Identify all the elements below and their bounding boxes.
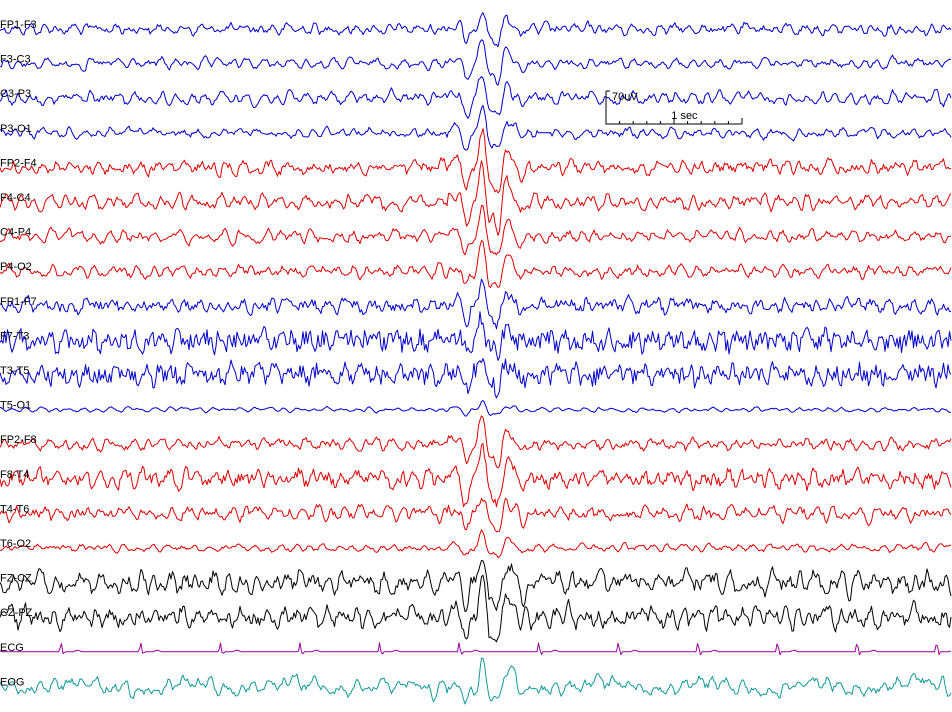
trace-p4-o2 (0, 240, 952, 288)
trace-fp2-f4 (0, 128, 952, 194)
channel-labels: FP1-F3 F3-C3 C3-P3 P3-O1 FP2-F4 F4-C4 C4-P4 P4-… (0, 19, 37, 688)
channel-label-c3-p3: C3-P3 (0, 88, 31, 100)
channel-label-fz-cz: FZ-CZ (0, 573, 32, 585)
channel-label-fp2-f8: FP2-F8 (0, 434, 37, 446)
channel-label-cz-pz: CZ-PZ (0, 607, 33, 619)
channel-label-t6-o2: T6-O2 (0, 538, 31, 550)
channel-label-t3-t5: T3-T5 (0, 365, 29, 377)
trace-c3-p3 (0, 76, 952, 119)
trace-fp1-f7 (0, 278, 952, 330)
trace-fp2-f8 (0, 415, 952, 469)
channel-label-fp1-f7: FP1-F7 (0, 296, 37, 308)
trace-fz-cz (0, 560, 952, 612)
channel-label-t4-t6: T4-T6 (0, 503, 29, 515)
trace-f8-t4 (0, 443, 952, 508)
scale-time-label: 1 sec (671, 110, 698, 122)
trace-p3-o1 (0, 105, 952, 151)
channel-label-fp2-f4: FP2-F4 (0, 157, 37, 169)
trace-f7-t3 (0, 311, 952, 361)
trace-f4-c4 (0, 160, 952, 236)
channel-label-p3-o1: P3-O1 (0, 123, 32, 135)
trace-eog (0, 657, 952, 705)
trace-t6-o2 (0, 529, 952, 558)
trace-t5-o1 (0, 400, 952, 417)
channel-label-eog: EOG (0, 676, 24, 688)
eeg-traces (0, 12, 952, 705)
trace-t3-t5 (0, 358, 952, 399)
channel-label-c4-p4: C4-P4 (0, 227, 31, 239)
scale-bar-lines (605, 90, 743, 125)
channel-label-ecg: ECG (0, 642, 24, 654)
channel-label-p4-o2: P4-O2 (0, 261, 32, 273)
trace-fp1-f3 (0, 12, 952, 48)
channel-label-f7-t3: F7-T3 (0, 330, 29, 342)
trace-f3-c3 (0, 39, 952, 86)
scale-bar: 70uV 1 sec (605, 90, 743, 125)
trace-c4-p4 (0, 204, 952, 256)
channel-label-f3-c3: F3-C3 (0, 54, 31, 66)
channel-label-f8-t4: F8-T4 (0, 469, 29, 481)
trace-ecg (0, 642, 952, 656)
trace-t4-t6 (0, 497, 952, 533)
channel-label-t5-o1: T5-O1 (0, 400, 31, 412)
trace-cz-pz (0, 574, 952, 643)
scale-amplitude-label: 70uV (612, 91, 638, 103)
channel-label-fp1-f3: FP1-F3 (0, 19, 37, 31)
channel-label-f4-c4: F4-C4 (0, 192, 31, 204)
